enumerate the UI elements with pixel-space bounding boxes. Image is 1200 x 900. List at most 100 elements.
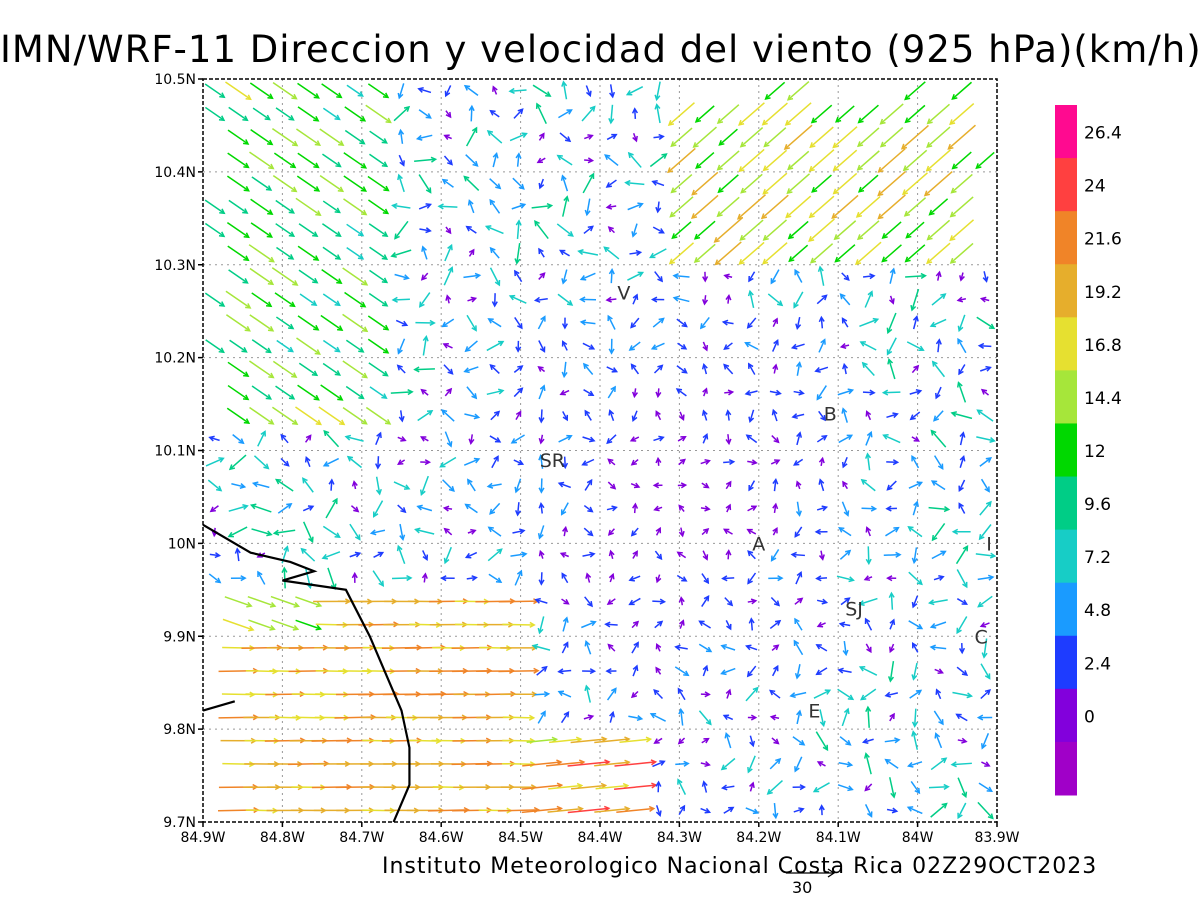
wind-vector [808, 195, 835, 219]
wind-vector-shaft [419, 292, 431, 308]
wind-vector-shaft [820, 317, 824, 329]
wind-vector-head [357, 91, 364, 97]
wind-vector-shaft [346, 84, 364, 97]
colorbar-label: 14.4 [1084, 389, 1122, 409]
wind-vector-shaft [513, 459, 524, 465]
wind-vector-shaft [420, 475, 429, 495]
wind-vector [445, 110, 452, 119]
wind-vector-shaft [956, 713, 968, 722]
wind-vector [422, 335, 429, 356]
wind-vector-shaft [677, 688, 686, 701]
wind-vector-head [935, 688, 942, 695]
wind-vector-shaft [632, 665, 638, 677]
wind-vector-shaft [838, 434, 853, 444]
wind-vector-shaft [655, 805, 661, 816]
wind-vector-head [958, 647, 966, 655]
wind-vector-shaft [796, 432, 801, 446]
wind-vector-shaft [952, 762, 972, 766]
wind-vector-shaft [464, 413, 479, 419]
wind-vector-head [304, 456, 311, 463]
wind-vector-head [747, 289, 754, 297]
wind-vector [391, 296, 410, 303]
wind-vector-shaft [532, 84, 551, 97]
wind-vector-shaft [298, 269, 318, 284]
wind-vector [792, 736, 806, 746]
wind-vector-head [961, 670, 969, 676]
wind-vector-shaft [271, 127, 298, 147]
wind-vector-head [268, 419, 275, 425]
wind-vector [445, 294, 452, 304]
wind-vector-head [474, 272, 482, 279]
wind-vector-shaft [295, 406, 322, 425]
wind-vector-head [375, 488, 382, 496]
wind-vector-head [269, 601, 277, 608]
wind-vector-head [464, 346, 471, 353]
wind-vector-head [361, 418, 368, 425]
wind-vector-head [557, 668, 564, 675]
wind-vector-head [425, 187, 432, 194]
wind-vector-shaft [653, 689, 664, 700]
wind-vector-shaft [280, 434, 289, 444]
wind-vector-shaft [558, 669, 572, 673]
wind-vector-head [725, 293, 732, 301]
wind-vector-shaft [322, 339, 340, 353]
wind-vector [976, 409, 994, 422]
wind-vector-head [336, 92, 343, 99]
wind-vector-shaft [674, 666, 689, 676]
wind-vector-head [985, 500, 992, 508]
wind-vector [701, 595, 710, 607]
wind-vector-shaft [747, 665, 757, 677]
wind-vector-shaft [344, 291, 366, 308]
wind-vector [795, 480, 802, 490]
wind-vector-head [980, 743, 987, 750]
colorbar-segment [1055, 582, 1077, 637]
wind-vector-shaft [767, 293, 783, 306]
wind-vector [489, 267, 501, 287]
wind-vector [390, 389, 414, 396]
wind-vector [559, 389, 570, 396]
wind-vector-head [420, 388, 427, 395]
wind-vector-shaft [677, 342, 687, 350]
wind-vector [605, 668, 617, 675]
wind-vector [977, 574, 995, 581]
wind-vector-shaft [397, 504, 406, 513]
wind-vector [391, 202, 411, 210]
wind-vector [296, 175, 321, 192]
wind-vector-shaft [746, 434, 758, 444]
wind-vector-head [517, 323, 523, 330]
wind-vector [557, 668, 572, 675]
wind-vector-shaft [345, 339, 364, 353]
wind-vector-head [559, 389, 566, 396]
wind-vector [351, 571, 358, 583]
wind-vector-head [300, 547, 307, 554]
wind-vector-shaft [510, 553, 527, 557]
wind-vector [508, 294, 527, 304]
wind-vector-head [517, 459, 525, 466]
wind-vector-shaft [749, 735, 754, 746]
wind-vector [796, 709, 803, 725]
wind-vector-head [847, 694, 855, 701]
wind-vector-shaft [862, 362, 875, 377]
wind-vector-shaft [928, 506, 949, 511]
wind-vector-head [746, 322, 753, 329]
wind-vector-shaft [441, 409, 455, 422]
wind-vector-shaft [762, 172, 788, 195]
wind-vector [795, 501, 802, 517]
wind-vector [653, 737, 663, 744]
wind-vector-shaft [885, 527, 899, 537]
wind-vector-head [538, 182, 545, 190]
wind-vector [582, 362, 594, 375]
wind-vector [766, 779, 783, 795]
wind-vector-head [702, 387, 708, 394]
wind-vector [980, 388, 990, 396]
wind-vector [977, 801, 994, 820]
wind-vector-shaft [769, 689, 781, 699]
wind-vector-head [218, 231, 226, 238]
wind-vector [346, 246, 365, 260]
wind-vector-head [585, 90, 592, 98]
wind-vector-shaft [440, 456, 457, 468]
wind-vector-head [632, 550, 638, 557]
wind-vector-head [243, 185, 250, 192]
wind-vector-head [245, 94, 252, 101]
wind-vector [720, 757, 736, 771]
